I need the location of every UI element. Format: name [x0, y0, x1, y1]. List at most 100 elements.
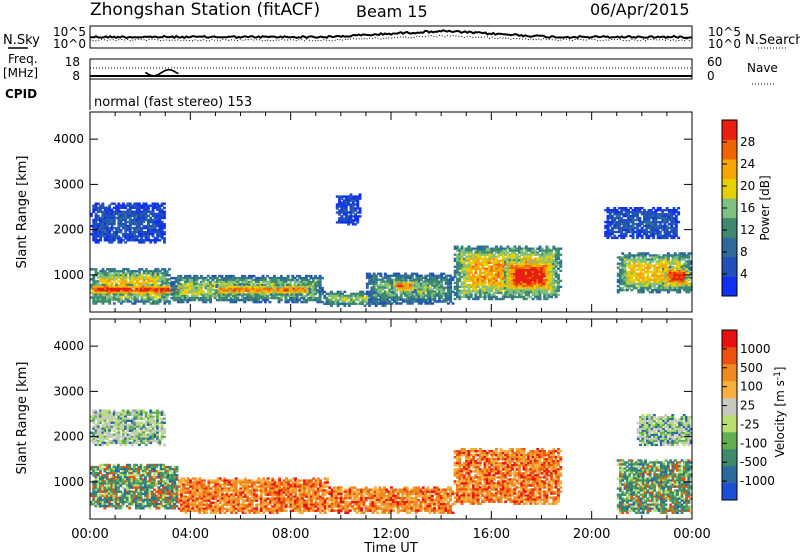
heatmap-cell: [229, 282, 233, 286]
heatmap-cell: [495, 295, 498, 299]
heatmap-cell: [126, 239, 130, 242]
heatmap-cell: [657, 276, 661, 280]
heatmap-cell: [147, 278, 151, 281]
heatmap-cell: [344, 197, 348, 200]
heatmap-cell: [408, 298, 412, 301]
heatmap-cell: [94, 212, 98, 216]
heatmap-cell: [447, 278, 450, 281]
heatmap-cell: [453, 247, 457, 250]
heatmap-cell: [211, 278, 215, 282]
heatmap-cell: [474, 259, 478, 262]
heatmap-cell: [641, 284, 645, 288]
heatmap-cell: [604, 220, 608, 224]
heatmap-cell: [234, 298, 238, 302]
heatmap-cell: [415, 300, 419, 303]
heatmap-cell: [108, 291, 111, 294]
heatmap-cell: [499, 287, 503, 291]
heatmap-cell: [522, 251, 526, 254]
heatmap-cell: [671, 262, 675, 265]
heatmap-cell: [101, 300, 105, 303]
heatmap-cell: [213, 290, 217, 294]
heatmap-cell: [300, 276, 304, 280]
heatmap-cell: [314, 298, 317, 302]
heatmap-cell: [664, 262, 668, 265]
heatmap-cell: [508, 281, 512, 284]
heatmap-cell: [506, 277, 510, 280]
heatmap-cell: [388, 282, 392, 285]
heatmap-cell: [141, 287, 145, 290]
heatmap-cell: [128, 204, 132, 207]
heatmap-cell: [273, 294, 276, 298]
heatmap-cell: [124, 280, 128, 283]
heatmap-cell: [164, 289, 168, 292]
heatmap-cell: [321, 276, 324, 280]
heatmap-cell: [474, 277, 478, 281]
heatmap-cell: [204, 294, 208, 298]
heatmap-cell: [306, 283, 310, 287]
heatmap-cell: [499, 251, 503, 254]
heatmap-cell: [501, 255, 505, 258]
heatmap-cell: [163, 212, 166, 216]
heatmap-cell: [263, 292, 267, 296]
heatmap-cell: [227, 278, 231, 282]
heatmap-cell: [365, 274, 369, 277]
heatmap-cell: [529, 257, 533, 260]
heatmap-cell: [341, 294, 344, 298]
heatmap-cell: [515, 281, 519, 284]
heatmap-cell: [247, 294, 251, 298]
heatmap-cell: [144, 237, 148, 240]
heatmap-cell: [462, 275, 466, 279]
heatmap-cell: [309, 282, 313, 286]
heatmap-cell: [673, 262, 677, 265]
heatmap-cell: [101, 289, 105, 292]
heatmap-cell: [495, 259, 498, 262]
heatmap-cell: [354, 203, 357, 206]
heatmap-cell: [447, 282, 450, 285]
heatmap-cell: [227, 294, 231, 298]
heatmap-cell: [218, 278, 222, 282]
heatmap-cell: [469, 253, 473, 256]
heatmap-cell: [524, 253, 528, 256]
heatmap-cell: [428, 296, 432, 299]
heatmap-cell: [411, 291, 415, 294]
heatmap-cell: [393, 281, 397, 284]
heatmap-cell: [404, 298, 408, 301]
heatmap-cell: [377, 286, 381, 289]
heatmap-cell: [492, 279, 496, 283]
heatmap-cell: [240, 291, 244, 294]
heatmap-cell: [256, 283, 260, 287]
heatmap-cell: [513, 287, 516, 290]
heatmap-cell: [472, 259, 475, 262]
heatmap-cell: [632, 254, 636, 257]
heatmap-cell: [673, 266, 677, 269]
heatmap-cell: [260, 293, 264, 296]
heatmap-cell: [99, 208, 102, 211]
heatmap-cell: [422, 288, 426, 291]
heatmap-cell: [458, 253, 462, 256]
heatmap-cell: [549, 273, 553, 276]
heatmap-cell: [112, 214, 116, 218]
heatmap-cell: [531, 287, 535, 290]
heatmap-cell: [241, 276, 244, 280]
heatmap-cell: [490, 281, 494, 285]
heatmap-cell: [124, 272, 128, 275]
heatmap-cell: [485, 285, 489, 289]
heatmap-cell: [363, 292, 367, 296]
heatmap-cell: [540, 255, 544, 258]
heatmap-cell: [653, 278, 657, 282]
heatmap-cell: [94, 218, 98, 222]
heatmap-cell: [503, 271, 507, 274]
heatmap-cell: [142, 220, 146, 224]
heatmap-cell: [108, 294, 112, 297]
heatmap-cell: [245, 296, 249, 300]
heatmap-cell: [193, 274, 196, 278]
heatmap-cell: [488, 281, 491, 285]
heatmap-cell: [147, 233, 150, 236]
heatmap-cell: [386, 284, 390, 287]
heatmap-cell: [90, 283, 93, 287]
heatmap-cell: [685, 284, 689, 288]
heatmap-cell: [453, 297, 457, 301]
heatmap-cell: [99, 235, 102, 238]
heatmap-cell: [379, 302, 383, 305]
heatmap-cell: [166, 283, 170, 287]
